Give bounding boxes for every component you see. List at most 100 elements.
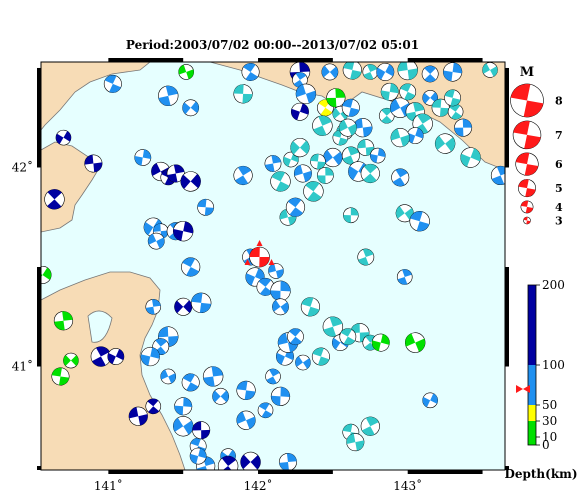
frame-bar-segment <box>505 67 509 168</box>
beachball-quadrant <box>376 67 386 80</box>
earthquake-event <box>192 421 211 440</box>
beachball-quadrant <box>397 62 408 72</box>
earthquake-event <box>55 129 72 146</box>
beachball-quadrant <box>167 173 178 183</box>
frame-bar-segment <box>407 470 483 474</box>
earthquake-event <box>53 311 74 331</box>
beachball-quadrant <box>323 326 337 337</box>
earthquake-event <box>140 346 160 367</box>
earthquake-event <box>174 297 193 316</box>
beachball-quadrant <box>51 367 62 377</box>
beachball-quadrant <box>279 462 290 470</box>
beachball-quadrant <box>416 221 430 232</box>
depth-scale-label: 0 <box>542 438 550 452</box>
earthquake-event <box>212 387 230 405</box>
beachball-quadrant <box>268 263 276 273</box>
earthquake-event <box>41 265 52 284</box>
earthquake-event <box>236 410 256 430</box>
earthquake-event <box>278 453 297 470</box>
beachball-quadrant <box>332 107 341 119</box>
beachball-quadrant <box>272 300 281 312</box>
beachball-quadrant <box>174 405 184 415</box>
hokkaido-east-land <box>209 62 505 171</box>
beachball-quadrant <box>243 63 256 72</box>
earthquake-event <box>270 171 291 192</box>
earthquake-event <box>378 107 395 124</box>
earthquake-event <box>272 298 289 316</box>
earthquake-event <box>233 84 253 104</box>
beachball-quadrant <box>190 438 202 447</box>
beachball-quadrant <box>58 376 70 386</box>
beachball-quadrant <box>430 92 438 103</box>
beachball-quadrant <box>405 333 416 347</box>
beachball-quadrant <box>190 101 199 114</box>
beachball-quadrant <box>524 164 539 176</box>
beachball-quadrant <box>415 127 424 139</box>
earthquake-event <box>369 147 386 164</box>
beachball-quadrant <box>402 269 412 277</box>
beachball-quadrant <box>145 306 155 315</box>
beachball-quadrant <box>186 69 194 80</box>
earthquake-event <box>357 139 375 156</box>
beachball-quadrant <box>271 395 281 406</box>
beachball-quadrant <box>363 164 378 174</box>
earthquake-event <box>256 277 275 296</box>
beachball-quadrant <box>367 64 378 72</box>
earthquake-event <box>326 88 346 108</box>
beachball-quadrant <box>283 156 291 167</box>
beachball-quadrant <box>240 454 251 469</box>
beachball-quadrant <box>280 387 290 397</box>
beachball-quadrant <box>134 156 143 166</box>
beachball-quadrant <box>156 237 165 249</box>
x-tick-label: 143˚ <box>393 478 422 493</box>
beachball-quadrant <box>347 123 357 136</box>
beachball-quadrant <box>259 257 270 268</box>
earthquake-event <box>390 128 410 148</box>
earthquake-event <box>270 280 291 302</box>
beachball-quadrant <box>332 337 341 350</box>
beachball-quadrant <box>47 189 62 200</box>
beachball-quadrant <box>164 177 176 185</box>
beachball-quadrant <box>266 376 277 384</box>
earthquake-event <box>178 64 194 80</box>
beachball-quadrant <box>491 175 505 185</box>
earthquake-event <box>391 168 410 187</box>
frame-bar-segment <box>108 58 184 62</box>
beachball-quadrant <box>404 91 416 100</box>
beachball-quadrant <box>183 420 194 435</box>
earthquake-event <box>454 118 473 137</box>
beachball-quadrant <box>288 198 302 208</box>
earthquake-event <box>293 164 312 183</box>
beachball-quadrant <box>348 166 359 180</box>
beachball-quadrant <box>186 266 199 277</box>
depth-scale-label: 200 <box>542 278 565 292</box>
beachball-quadrant <box>365 416 379 427</box>
beachball-quadrant <box>42 267 52 280</box>
beachball-quadrant <box>142 149 151 160</box>
earthquake-event <box>409 211 430 232</box>
beachball-quadrant <box>259 286 273 296</box>
earthquake-event <box>396 269 413 285</box>
beachball-quadrant <box>365 146 374 156</box>
beachball-quadrant <box>174 300 184 314</box>
beachball-quadrant <box>289 328 301 337</box>
y-tick-label: 41˚ <box>12 359 33 374</box>
beachball-quadrant <box>342 155 355 165</box>
earthquake-event <box>172 220 194 242</box>
beachball-quadrant <box>470 148 481 162</box>
earthquake-event <box>182 99 200 117</box>
beachball-quadrant <box>261 410 273 418</box>
earthquake-event <box>434 133 456 154</box>
beachball-quadrant <box>329 66 338 79</box>
beachball-quadrant <box>343 62 355 70</box>
beachball-quadrant <box>312 347 324 357</box>
earthquake-event <box>341 98 360 117</box>
beachball-quadrant <box>299 140 310 155</box>
depth-scale-band <box>528 421 536 445</box>
beachball-quadrant <box>444 89 455 98</box>
earthquake-event <box>181 373 200 392</box>
earthquake-event <box>84 154 103 173</box>
beachball-quadrant <box>392 177 405 187</box>
beachball-quadrant <box>460 153 471 167</box>
earthquake-event <box>322 316 344 337</box>
